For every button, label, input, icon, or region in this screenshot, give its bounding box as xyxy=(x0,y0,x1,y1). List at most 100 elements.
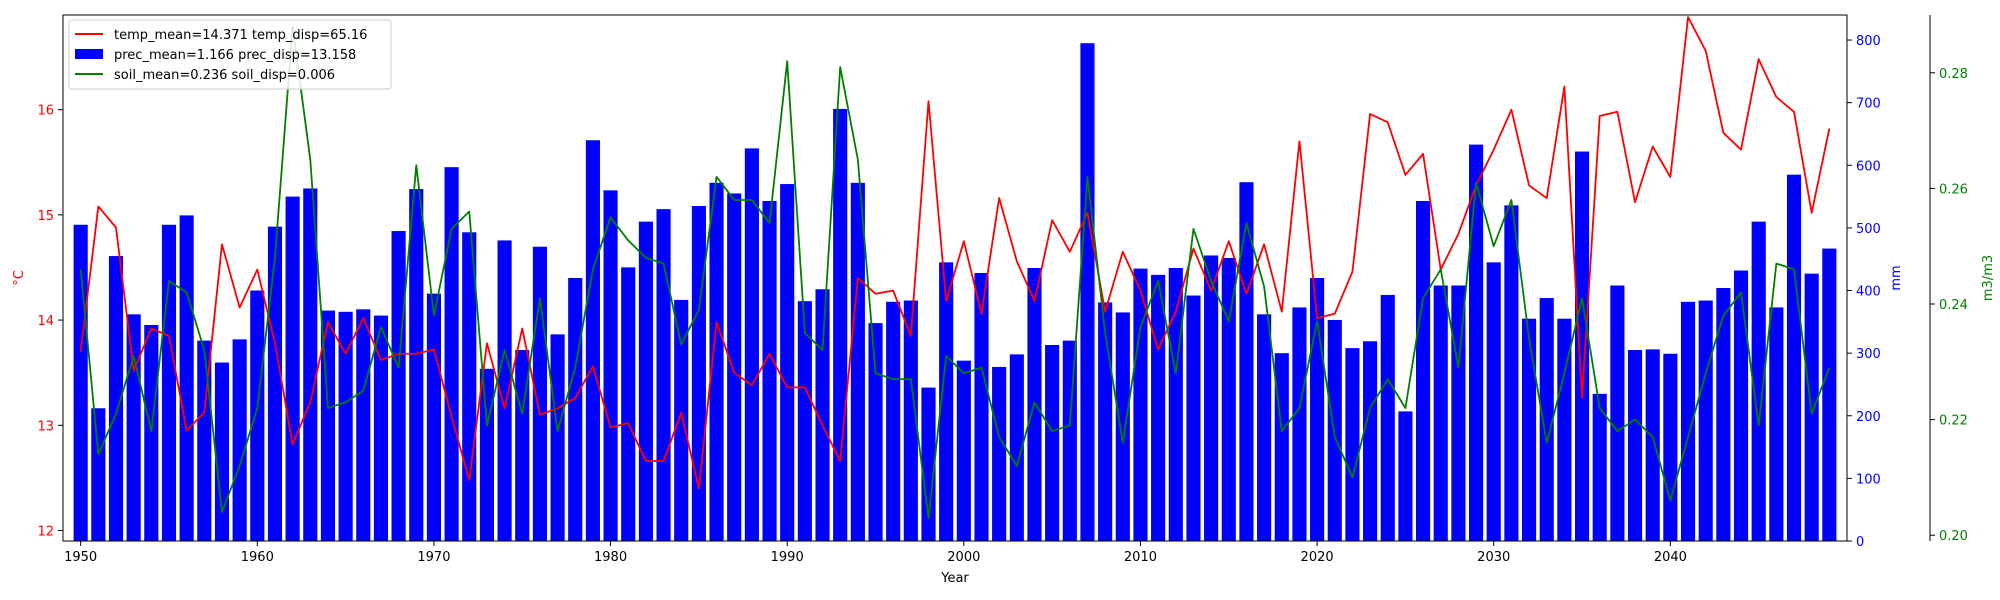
bar-2018 xyxy=(1274,353,1289,541)
prec-axis: 0 100 200 300 400 500 600 700 800 xyxy=(1847,34,1881,550)
bar-1983 xyxy=(656,209,671,541)
bar-1967 xyxy=(373,315,389,541)
bar-2035 xyxy=(1574,151,1590,541)
x-tick-label-1980: 1980 xyxy=(594,550,627,565)
bar-2023 xyxy=(1363,341,1378,541)
bar-2024 xyxy=(1380,294,1395,541)
bar-2005 xyxy=(1045,345,1060,541)
bar-1999 xyxy=(939,262,954,541)
bar-1968 xyxy=(391,231,406,542)
bar-1962 xyxy=(285,196,300,541)
bar-2017 xyxy=(1257,314,1272,541)
bar-2007 xyxy=(1080,43,1095,542)
soil-tick-label-0.2: 0.20 xyxy=(1939,529,1968,544)
temp-tick-label-12: 12 xyxy=(37,524,54,539)
bar-1997 xyxy=(903,300,918,541)
legend-box xyxy=(68,19,392,90)
soil-axis-title: m3/m3 xyxy=(1981,255,1996,301)
temp-tick-label-14: 14 xyxy=(37,314,54,329)
bar-1953 xyxy=(126,314,141,541)
series-lines xyxy=(79,16,1831,519)
bar-1991 xyxy=(797,301,812,541)
bar-2031 xyxy=(1504,205,1519,542)
legend-swatch-prec xyxy=(75,49,103,59)
prec-tick-label-200: 200 xyxy=(1856,410,1881,425)
bar-2044 xyxy=(1733,270,1749,541)
bar-1990 xyxy=(780,184,795,541)
bar-1995 xyxy=(868,323,883,541)
prec-tick-label-300: 300 xyxy=(1856,347,1881,362)
legend-label-temp: temp_mean=14.371 temp_disp=65.16 xyxy=(114,28,367,43)
bar-1974 xyxy=(497,240,512,541)
prec-axis-title: mm xyxy=(1889,265,1904,290)
bar-2045 xyxy=(1751,221,1766,541)
bar-2043 xyxy=(1716,288,1731,541)
x-tick-label-1990: 1990 xyxy=(771,550,804,565)
bar-2039 xyxy=(1645,349,1660,541)
bar-2029 xyxy=(1469,144,1484,541)
x-tick-label-1960: 1960 xyxy=(241,550,274,565)
bar-2030 xyxy=(1486,262,1501,541)
bar-2002 xyxy=(992,366,1007,541)
bar-2012 xyxy=(1168,267,1183,541)
bar-1978 xyxy=(568,278,583,541)
legend: temp_mean=14.371 temp_disp=65.16 prec_me… xyxy=(68,19,392,90)
bar-2041 xyxy=(1680,301,1696,541)
bar-2011 xyxy=(1151,274,1166,541)
bar-1992 xyxy=(815,289,830,541)
bar-1963 xyxy=(303,188,318,541)
bar-2027 xyxy=(1433,285,1448,541)
soil-axis: 0.20 0.22 0.24 0.26 0.28 xyxy=(1929,15,1968,544)
bar-2019 xyxy=(1292,307,1307,541)
x-tick-label-2040: 2040 xyxy=(1654,550,1687,565)
soil-tick-label-0.28: 0.28 xyxy=(1939,67,1968,82)
soil-tick-label-0.22: 0.22 xyxy=(1939,414,1968,429)
temp-line xyxy=(79,16,1831,490)
bar-1984 xyxy=(674,299,689,541)
x-tick-label-1950: 1950 xyxy=(64,550,97,565)
legend-label-soil: soil_mean=0.236 soil_disp=0.006 xyxy=(114,68,335,83)
bar-1955 xyxy=(161,224,177,541)
bar-1980 xyxy=(603,190,618,541)
x-tick-label-2020: 2020 xyxy=(1301,550,1334,565)
bar-1969 xyxy=(409,189,424,541)
bar-1973 xyxy=(479,368,494,541)
bar-1988 xyxy=(744,148,759,541)
bar-1996 xyxy=(886,301,901,541)
legend-label-prec: prec_mean=1.166 prec_disp=13.158 xyxy=(114,48,356,63)
bar-2034 xyxy=(1557,318,1572,541)
bar-1986 xyxy=(709,182,724,541)
prec-tick-label-100: 100 xyxy=(1856,472,1881,487)
x-axis-title: Year xyxy=(940,571,969,586)
bar-1960 xyxy=(250,290,265,541)
bar-2000 xyxy=(956,360,971,541)
bar-2008 xyxy=(1098,302,1113,541)
bar-2042 xyxy=(1698,300,1713,541)
x-tick-label-2010: 2010 xyxy=(1124,550,1157,565)
bar-1987 xyxy=(727,193,742,541)
bar-1993 xyxy=(833,108,848,542)
bar-2033 xyxy=(1539,298,1554,541)
bar-2026 xyxy=(1416,200,1431,542)
bar-1981 xyxy=(621,267,636,541)
prec-tick-label-400: 400 xyxy=(1856,285,1881,300)
x-tick-label-1970: 1970 xyxy=(417,550,450,565)
x-tick-label-2030: 2030 xyxy=(1477,550,1510,565)
bar-2037 xyxy=(1610,285,1625,541)
temp-axis-title: °C xyxy=(12,270,27,286)
prec-tick-label-0: 0 xyxy=(1856,535,1864,550)
bar-2032 xyxy=(1521,318,1537,541)
bar-2014 xyxy=(1204,255,1219,541)
bar-2025 xyxy=(1398,411,1413,541)
bar-2013 xyxy=(1186,295,1201,541)
precipitation-bars xyxy=(73,43,1837,542)
temp-tick-label-13: 13 xyxy=(37,419,54,434)
bar-1966 xyxy=(356,309,371,541)
bar-2010 xyxy=(1133,268,1148,541)
soil-line xyxy=(79,25,1831,519)
bar-2001 xyxy=(974,272,989,541)
bar-1970 xyxy=(426,293,441,541)
bar-1965 xyxy=(338,311,353,541)
x-tick-label-2000: 2000 xyxy=(947,550,980,565)
